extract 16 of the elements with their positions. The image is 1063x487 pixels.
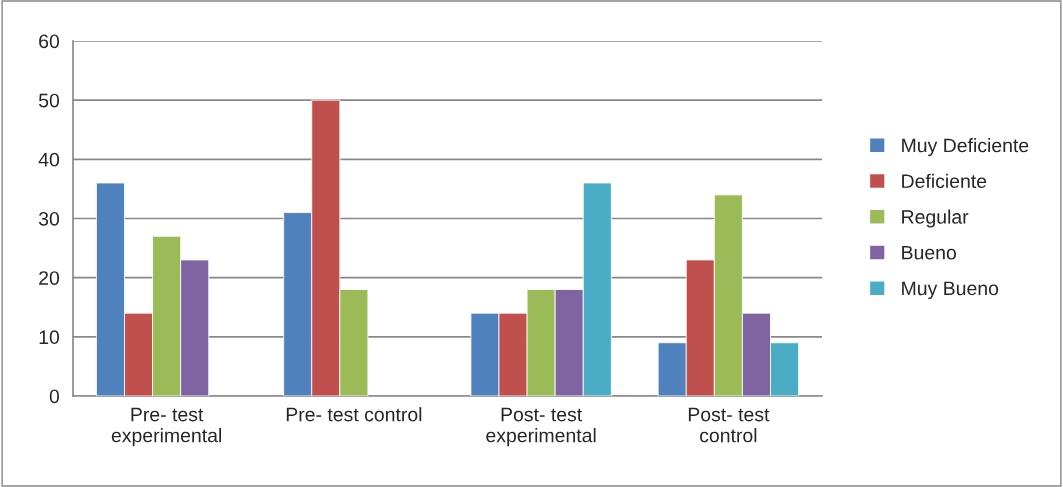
y-tick-label: 20: [39, 271, 60, 285]
x-tick-label: Pre- test control: [286, 407, 422, 422]
legend-label: Bueno: [902, 245, 956, 260]
y-tick-label: 40: [38, 152, 60, 167]
y-tick-label: 30: [38, 211, 60, 226]
y-tick-label: 0: [49, 389, 60, 404]
x-tick-label: Post- test experimental: [486, 407, 596, 447]
x-tick-label: Pre- test experimental: [111, 407, 221, 447]
legend-label: Regular: [902, 209, 969, 228]
legend-label: Muy Bueno: [902, 281, 999, 300]
y-tick-label: 10: [39, 330, 60, 345]
y-tick-label: 50: [38, 93, 60, 108]
x-tick-label: Post- test control: [688, 407, 770, 443]
y-tick-label: 60: [39, 34, 60, 49]
legend-label: Muy Deficiente: [902, 138, 1029, 157]
legend-label: Deficiente: [902, 173, 987, 189]
